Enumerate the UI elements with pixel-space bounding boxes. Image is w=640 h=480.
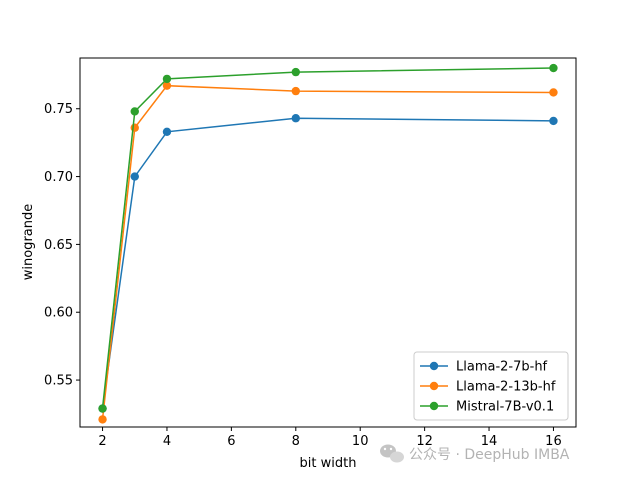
watermark-text: 公众号 · DeepHub IMBA <box>409 447 570 463</box>
y-tick-label: 0.70 <box>44 170 73 185</box>
legend: Llama-2-7b-hf Llama-2-13b-hf Mistral-7B-v0… <box>413 351 569 421</box>
legend-box <box>413 351 569 421</box>
data-point <box>549 116 558 126</box>
x-tick-label: 14 <box>481 434 498 449</box>
data-point <box>291 86 300 96</box>
x-tick-label: 16 <box>545 434 562 449</box>
y-axis-title: winogrande <box>21 204 36 281</box>
legend-marker <box>429 401 439 411</box>
x-tick-label: 4 <box>163 434 171 449</box>
series-layer <box>98 63 558 424</box>
y-tick-label: 0.75 <box>44 102 73 117</box>
x-tick-label: 6 <box>227 434 235 449</box>
data-point <box>162 81 172 90</box>
data-point <box>291 67 300 77</box>
plot-area-frame <box>79 57 577 428</box>
y-axis: 0.55 0.60 0.65 0.70 0.75 <box>44 102 80 389</box>
y-tick-label: 0.60 <box>44 306 73 321</box>
data-point <box>162 74 172 84</box>
legend-label: Mistral-7B-v0.1 <box>456 400 554 415</box>
x-tick-label: 12 <box>416 434 433 449</box>
x-tick-label: 10 <box>352 434 369 449</box>
x-axis-title: bit width <box>300 456 357 471</box>
watermark: 公众号 · DeepHub IMBA <box>380 444 570 463</box>
y-tick-label: 0.65 <box>44 238 73 253</box>
wechat-icon <box>380 444 404 463</box>
data-point <box>130 172 139 181</box>
data-point <box>549 88 558 97</box>
data-point <box>549 63 558 73</box>
data-point <box>130 107 139 116</box>
data-point <box>98 404 107 413</box>
x-axis: 2 4 6 8 10 12 14 16 <box>98 427 562 449</box>
x-tick-label: 8 <box>292 434 300 449</box>
legend-marker <box>429 361 439 371</box>
legend-marker <box>429 381 439 391</box>
data-point <box>291 114 300 123</box>
legend-label: Llama-2-13b-hf <box>456 380 556 395</box>
data-point <box>98 415 107 424</box>
y-tick-label: 0.55 <box>44 374 73 389</box>
data-point <box>130 123 139 132</box>
x-tick-label: 2 <box>98 434 106 449</box>
legend-label: Llama-2-7b-hf <box>456 360 548 375</box>
data-point <box>162 127 172 136</box>
